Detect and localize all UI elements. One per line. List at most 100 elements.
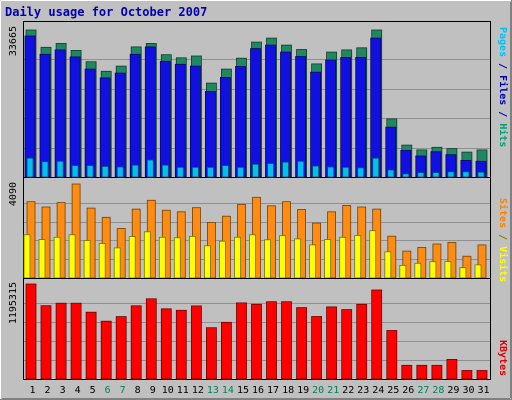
hits-files-bar [235,66,246,178]
hits-files-bar [250,48,261,178]
x-tick-label: 24 [372,385,384,396]
hits-pages-bar [237,166,244,178]
kbytes-kbytes-bar [461,370,473,380]
hits-files-bar [174,63,186,178]
hits-files-bar [84,68,96,178]
hits-legend-part: Hits [497,123,509,147]
kbytes-kbytes-bar [205,327,217,380]
x-tick-label: 26 [402,385,414,396]
hits-pages-bar [116,166,124,178]
kbytes-kbytes-bar [326,306,338,380]
hits-files-bar [340,57,352,178]
x-tick-label: 13 [207,385,219,396]
kbytes-kbytes-bar [40,305,52,380]
hits-pages-bar [26,157,34,178]
hits-pages-bar [191,166,199,178]
x-tick-label: 31 [477,385,489,396]
x-tick-label: 7 [120,385,126,396]
hits-legend-part: Files [497,75,509,105]
x-tick-label: 17 [267,385,279,396]
x-tick-label: 15 [237,385,249,396]
hits-legend-part: / [497,105,508,123]
kbytes-kbytes-bar [55,302,67,380]
visits-bars [23,183,487,279]
hits-pages-bar [402,173,410,178]
hits-files-bar [144,46,156,178]
hits-pages-bar [86,165,94,178]
hits-files-bar [325,59,337,178]
hits-pages-bar [477,171,485,178]
kbytes-kbytes-bar [476,370,488,380]
hits-files-bar [54,49,66,178]
hits-files-bar [69,56,81,178]
hits-files-bar [280,51,291,178]
hits-pages-bar [372,157,380,178]
kbytes-kbytes-bar [296,307,308,380]
hits-legend-part: / [497,57,508,75]
x-tick-label: 23 [357,385,369,396]
hits-files-bar [39,53,51,178]
kbytes-kbytes-bar [281,301,292,380]
visits-sites-bar [444,261,452,279]
hits-pages-bar [176,166,184,178]
x-tick-label: 18 [282,385,294,396]
x-tick-label: 8 [135,385,141,396]
x-tick-label: 20 [312,385,324,396]
hits-pages-bar [342,166,350,178]
hits-files-bar [129,53,141,178]
hits-pages-bar [131,164,139,178]
visits-sites-bar [218,240,226,279]
kbytes-kbytes-bar [85,311,97,380]
hits-files-bar [24,35,36,178]
visits-sites-bar [113,247,121,279]
kbytes-panel: 1195315 KBytes [8,278,508,380]
x-tick-label: 11 [177,385,189,396]
hits-files-bar [159,60,171,178]
hits-files-bar [189,65,201,178]
hits-files-bar [310,71,322,178]
hits-pages-bar [252,163,259,178]
visits-sites-bar [143,231,151,279]
visits-sites-bar [249,234,256,279]
x-tick-label: 29 [447,385,459,396]
visits-panel: 4090 Sites / Visits [8,177,509,282]
visits-sites-bar [384,251,392,279]
visits-sites-bar [279,235,286,279]
x-tick-label: 14 [222,385,234,396]
kbytes-kbytes-bar [70,302,82,380]
visits-sites-bar [23,234,31,279]
x-tick-label: 27 [417,385,429,396]
x-tick-label: 6 [105,385,111,396]
hits-pages-bar [146,159,154,178]
hits-pages-bar [267,163,274,178]
visits-sites-bar [474,264,482,279]
kbytes-kbytes-bar [341,309,353,380]
x-tick-label: 3 [60,385,66,396]
kbytes-legend: KBytes [497,340,508,376]
visits-sites-bar [354,235,362,279]
kbytes-kbytes-bar [401,364,413,380]
x-tick-label: 22 [342,385,354,396]
visits-sites-bar [173,237,181,279]
x-tick-label: 2 [44,385,50,396]
hits-pages-bar [206,166,214,178]
kbytes-kbytes-bar [25,283,37,380]
hits-files-bar [385,126,397,178]
visits-sites-bar [203,245,211,279]
visits-sites-bar [128,236,136,279]
kbytes-kbytes-bar [100,320,112,380]
visits-sites-bar [158,236,166,279]
visits-sites-bar [188,235,196,279]
hits-legend: Pages / Files / Hits [497,27,509,147]
hits-files-bar [265,44,276,178]
kbytes-kbytes-bar [371,289,383,380]
kbytes-ymax-label: 1195315 [8,282,19,324]
hits-pages-bar [432,172,440,178]
x-tick-label: 28 [432,385,444,396]
hits-pages-bar [221,165,229,178]
visits-legend-part: Visits [497,246,509,282]
hits-legend-part: Pages [497,27,508,57]
kbytes-kbytes-bar [190,305,202,380]
hits-pages-bar [282,161,289,178]
kbytes-kbytes-bar [220,321,232,380]
